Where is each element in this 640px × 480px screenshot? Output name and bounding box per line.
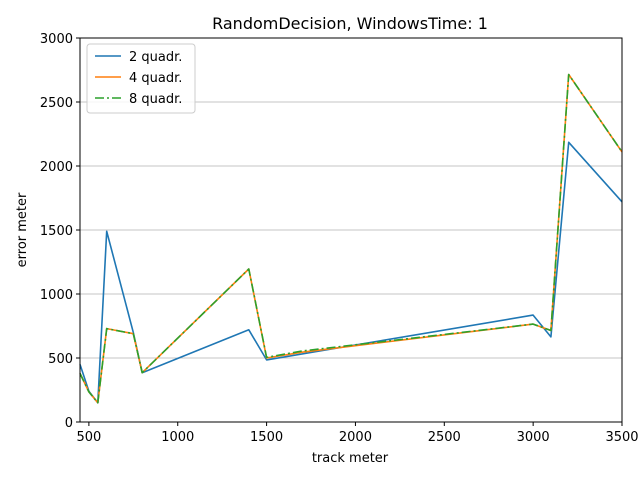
x-tick-label: 1500 xyxy=(250,430,283,445)
x-tick-label: 500 xyxy=(76,430,101,445)
y-tick-label: 2000 xyxy=(40,160,73,175)
y-tick-label: 0 xyxy=(65,416,73,431)
legend-label: 4 quadr. xyxy=(129,71,182,86)
chart-title: RandomDecision, WindowsTime: 1 xyxy=(212,14,488,33)
series-line-3 xyxy=(79,73,623,404)
x-axis-title: track meter xyxy=(312,451,389,466)
series-line-2 xyxy=(79,73,623,404)
y-tick-label: 1500 xyxy=(40,224,73,239)
y-tick-label: 1000 xyxy=(40,288,73,303)
legend-box xyxy=(86,43,196,114)
x-tick-label: 2500 xyxy=(428,430,461,445)
y-tick-label: 2500 xyxy=(40,96,73,111)
x-tick-label: 1000 xyxy=(161,430,194,445)
y-axis-ticks: 0 500 1000 1500 2000 2500 3000 xyxy=(40,32,80,431)
y-axis-title: error meter xyxy=(15,192,30,267)
x-tick-label: 3500 xyxy=(605,430,638,445)
series-lines xyxy=(79,73,623,404)
x-tick-label: 3000 xyxy=(517,430,550,445)
legend: 2 quadr. 4 quadr. 8 quadr. xyxy=(86,43,196,114)
series-line-1 xyxy=(79,141,623,404)
x-tick-label: 2000 xyxy=(339,430,372,445)
y-tick-label: 500 xyxy=(48,352,73,367)
y-tick-label: 3000 xyxy=(40,32,73,47)
legend-label: 8 quadr. xyxy=(129,92,182,107)
x-axis-ticks: 500 1000 1500 2000 2500 3000 3500 xyxy=(76,422,639,445)
legend-label: 2 quadr. xyxy=(129,50,182,65)
